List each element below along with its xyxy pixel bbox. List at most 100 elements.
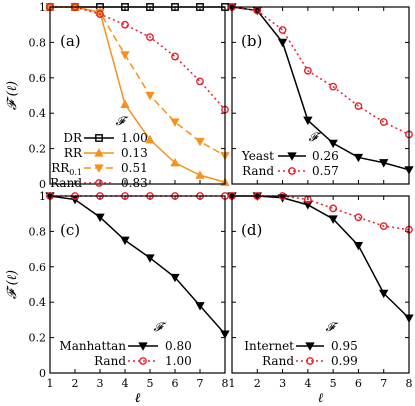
x-tick-label: 7: [197, 377, 204, 390]
legend-value: 1.00: [165, 354, 192, 368]
data-point: [353, 241, 364, 251]
data-point: [303, 116, 313, 126]
data-point: [303, 201, 313, 210]
data-point: [303, 66, 312, 75]
series-line: [232, 195, 410, 319]
legend-header: 𝓕: [154, 320, 167, 334]
data-point: [354, 102, 363, 111]
y-tick-label: 1: [39, 1, 46, 14]
legend-value: 0.13: [121, 146, 148, 160]
data-point: [195, 170, 205, 179]
data-point: [170, 157, 180, 167]
data-point: [120, 236, 130, 246]
data-point: [196, 77, 204, 86]
y-tick-label: 0.2: [29, 332, 47, 345]
legend-header: 𝓕: [116, 114, 129, 128]
y-tick-label: 0.2: [29, 143, 47, 156]
y-tick-label: 0: [39, 367, 46, 380]
legend-value: 0.99: [331, 354, 358, 368]
data-point: [145, 91, 155, 101]
plot-frame: [49, 195, 226, 374]
chart-panel-d: 1 2 3 4 5 6 7 8 ℓ (d) 𝓕 Internet 0.95 Rand 0.99: [227, 192, 414, 406]
data-point: [379, 222, 388, 230]
y-tick-label: 0: [39, 178, 46, 191]
y-tick-label: 0.6: [29, 261, 47, 274]
data-point: [95, 213, 105, 223]
y-tick-label: 0.6: [29, 72, 47, 85]
series-rand: [46, 3, 229, 114]
legend-label: DR: [63, 131, 83, 145]
data-point: [146, 33, 154, 41]
data-point: [145, 134, 155, 144]
y-tick-label: 0.8: [29, 36, 47, 49]
data-point: [277, 38, 288, 48]
series-line: [231, 6, 410, 171]
x-tick-label: 4: [122, 377, 129, 390]
y-tick-label: 0.4: [29, 107, 47, 120]
legend-value: 0.80: [165, 339, 192, 353]
x-tick-label: 7: [380, 377, 387, 390]
x-tick-label: 8: [406, 377, 413, 390]
data-point: [195, 302, 205, 311]
panel-label: (a): [60, 32, 81, 50]
x-axis-label: ℓ: [135, 391, 141, 406]
x-tick-label: 8: [222, 377, 229, 390]
chart-panel-c: 1 2 3 4 5 6 7 8 0 0.2 0.4 0.6 0.8 1 𝓕 (ℓ) ℓ (c) 𝓕 Manhatta…: [5, 190, 230, 406]
legend-value: 0.95: [331, 339, 358, 353]
series-manhattan: [45, 192, 230, 339]
x-tick-label: 1: [47, 377, 54, 390]
x-tick-label: 3: [279, 377, 286, 390]
data-point: [171, 52, 179, 61]
x-axis-label: ℓ: [318, 391, 324, 406]
legend-marker: [139, 357, 147, 365]
legend-value: 1.00: [121, 131, 148, 145]
plot-frame: [231, 195, 410, 374]
series-line: [50, 6, 226, 111]
x-tick-label: 5: [147, 377, 154, 390]
series-line: [49, 195, 226, 335]
legend-label: RR: [64, 146, 83, 160]
legend-label: Internet: [244, 339, 294, 353]
series-internet: [227, 192, 414, 323]
legend-marker: [288, 167, 296, 175]
series-line: [231, 6, 410, 136]
plot-frame: [231, 6, 410, 185]
y-tick-label: 0.4: [29, 296, 47, 309]
legend-value: 0.26: [312, 149, 339, 163]
x-tick-label: 6: [172, 377, 179, 390]
data-point: [329, 82, 338, 91]
legend-marker: [287, 152, 297, 161]
y-tick-label: 1: [39, 190, 46, 203]
legend-marker: [138, 342, 148, 351]
legend-value: 0.83: [121, 176, 148, 190]
panel-label: (d): [241, 221, 262, 239]
legend-value: 0.57: [312, 164, 339, 178]
data-point: [195, 137, 205, 147]
legend: 𝓕 DR 1.00 RR 0.13 RR0.1 0.51 Rand 0.83: [50, 114, 148, 190]
data-point: [170, 118, 180, 127]
x-axis-label: ℓ: [135, 391, 141, 406]
legend: 𝓕 Internet 0.95 Rand 0.99: [244, 320, 358, 368]
panel-label: (c): [60, 221, 80, 239]
data-point: [379, 159, 389, 168]
data-point: [96, 10, 104, 18]
chart-panel-b: (b) 𝓕 Yeast 0.26 Rand 0.57: [227, 3, 414, 185]
data-point: [170, 273, 180, 283]
legend: 𝓕 Manhattan 0.80 Rand 1.00: [59, 320, 191, 368]
legend-label: Rand: [50, 176, 82, 190]
data-point: [278, 26, 287, 34]
data-point: [121, 20, 129, 29]
data-point: [120, 51, 130, 60]
legend-marker: [94, 164, 104, 173]
legend-marker: [305, 342, 315, 351]
y-tick-label: 0.8: [29, 225, 47, 238]
x-tick-label: 4: [304, 377, 311, 390]
legend-header: 𝓕: [309, 130, 322, 144]
legend-label: Yeast: [241, 149, 274, 163]
data-point: [379, 118, 388, 126]
x-tick-label: 3: [97, 377, 104, 390]
x-tick-label: 5: [330, 377, 337, 390]
data-point: [328, 215, 338, 224]
data-point: [354, 213, 363, 222]
